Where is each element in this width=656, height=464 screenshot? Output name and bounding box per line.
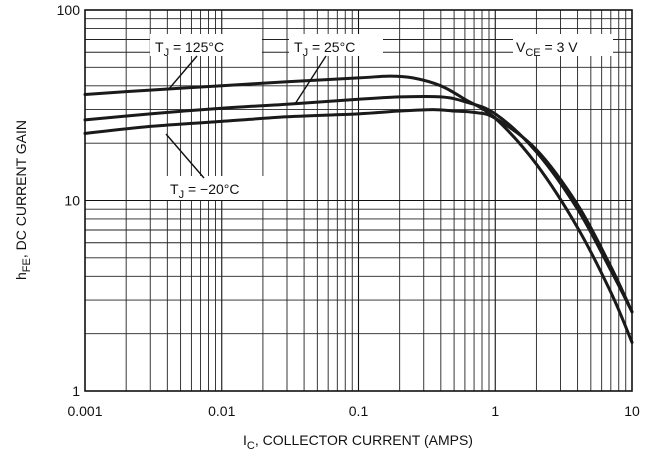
series-label-25c: TJ = 25°C — [289, 34, 383, 105]
leader-125c — [167, 55, 198, 91]
y-axis-title: hFE, DC CURRENT GAIN — [13, 120, 33, 280]
leader-minus20c — [165, 133, 205, 179]
svg-text:VCE = 3 V: VCE = 3 V — [516, 39, 578, 59]
y-tick-label: 10 — [64, 193, 80, 209]
y-tick-label: 1 — [72, 383, 80, 399]
x-tick-labels: 0.001 0.01 0.1 1 10 — [67, 403, 640, 419]
svg-text:TJ = 125°C: TJ = 125°C — [155, 39, 224, 59]
grid — [85, 10, 632, 391]
y-tick-labels: 1 10 100 — [57, 2, 81, 399]
series-label-125c: TJ = 125°C — [150, 34, 262, 91]
x-tick-label: 0.1 — [349, 403, 369, 419]
curves — [83, 74, 634, 344]
curve-minus20c — [83, 108, 634, 314]
plot-frame — [84, 9, 633, 392]
condition-label: VCE = 3 V — [513, 34, 613, 59]
x-axis-title: IC, COLLECTOR CURRENT (AMPS) — [243, 432, 473, 452]
x-tick-label: 0.01 — [208, 403, 235, 419]
svg-text:TJ = −20°C: TJ = −20°C — [170, 181, 239, 201]
x-tick-label: 0.001 — [67, 403, 102, 419]
series-label-minus20c: TJ = −20°C — [164, 133, 272, 201]
leader-25c — [294, 55, 327, 105]
x-tick-label: 1 — [491, 403, 499, 419]
y-tick-label: 100 — [57, 2, 81, 18]
x-tick-label: 10 — [624, 403, 640, 419]
curve-125c — [83, 74, 634, 344]
svg-text:TJ = 25°C: TJ = 25°C — [294, 39, 355, 59]
curve-25c — [83, 94, 634, 314]
